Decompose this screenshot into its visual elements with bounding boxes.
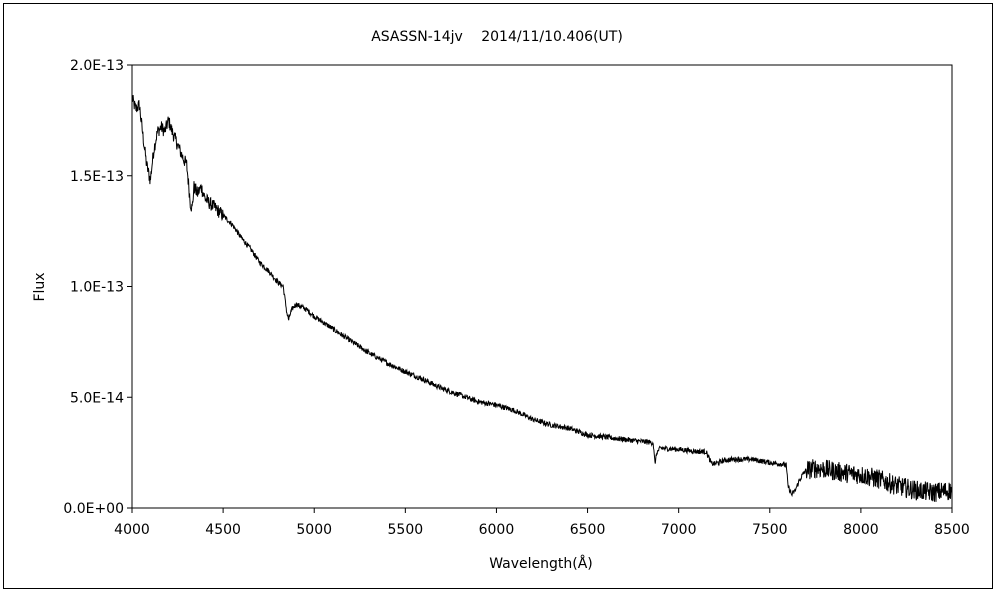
x-tick-label: 6500 [570,522,606,538]
y-axis: 0.0E+00 5.0E-14 1.0E-13 1.5E-13 2.0E-13 [63,58,132,517]
y-tick-label: 5.0E-14 [70,390,124,406]
y-tick-label: 2.0E-13 [70,58,124,74]
x-tick-label: 6000 [479,522,515,538]
y-tick-label: 0.0E+00 [63,501,124,517]
chart-title: ASASSN-14jv 2014/11/10.406(UT) [371,29,623,45]
x-tick-label: 7000 [661,522,697,538]
y-axis-label: Flux [32,272,48,301]
x-axis-label: Wavelength(Å) [489,555,593,572]
x-tick-label: 5500 [388,522,424,538]
x-tick-label: 4000 [114,522,150,538]
y-tick-label: 1.0E-13 [70,280,124,296]
y-tick-label: 1.5E-13 [70,169,124,185]
x-tick-label: 8500 [934,522,970,538]
x-tick-label: 8000 [843,522,879,538]
chart-frame [3,3,993,589]
x-tick-label: 7500 [752,522,788,538]
x-tick-label: 4500 [205,522,241,538]
x-tick-label: 5000 [296,522,332,538]
x-axis: 4000 4500 5000 5500 6000 6500 7000 7500 8000 8500 [114,508,970,538]
plot-area [131,64,953,509]
spectrum-series-line [131,94,953,502]
